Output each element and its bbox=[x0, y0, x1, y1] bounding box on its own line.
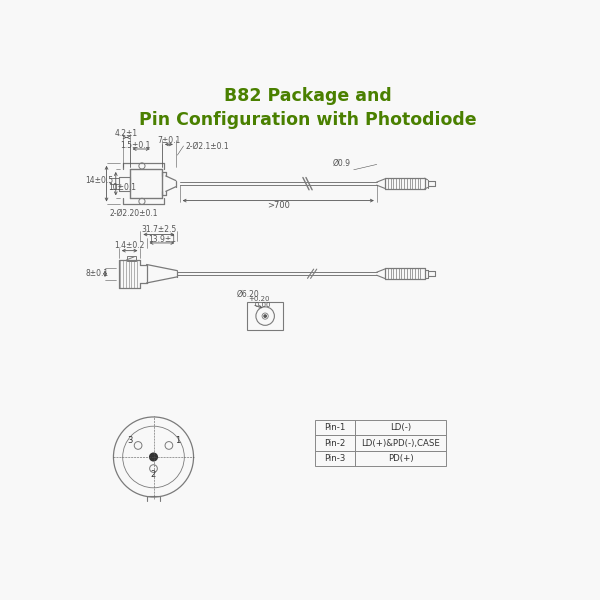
Text: LD(-): LD(-) bbox=[390, 423, 411, 432]
Bar bbox=[315, 420, 355, 436]
Text: PD(+): PD(+) bbox=[388, 454, 413, 463]
Text: B82 Package and
Pin Configuration with Photodiode: B82 Package and Pin Configuration with P… bbox=[139, 88, 476, 129]
Text: 2-Ø2.20±0.1: 2-Ø2.20±0.1 bbox=[109, 209, 158, 218]
Text: 2-Ø2.1±0.1: 2-Ø2.1±0.1 bbox=[185, 142, 229, 151]
Text: Ø0.9: Ø0.9 bbox=[333, 158, 351, 167]
Text: 1.4±0.2: 1.4±0.2 bbox=[115, 241, 145, 250]
Text: 10±0.1: 10±0.1 bbox=[108, 183, 136, 192]
Text: Ø6.20: Ø6.20 bbox=[236, 290, 259, 299]
Text: 31.7±2.5: 31.7±2.5 bbox=[141, 226, 176, 235]
Bar bbox=[315, 451, 355, 466]
Text: >700: >700 bbox=[267, 202, 290, 211]
Text: 1: 1 bbox=[175, 436, 180, 445]
Text: 1.5±0.1: 1.5±0.1 bbox=[120, 140, 150, 149]
Bar bbox=[127, 256, 136, 260]
Text: 0.00: 0.00 bbox=[248, 302, 271, 308]
Text: Pin-3: Pin-3 bbox=[325, 454, 346, 463]
Bar bbox=[355, 436, 446, 451]
Text: LD(+)&PD(-),CASE: LD(+)&PD(-),CASE bbox=[361, 439, 440, 448]
Circle shape bbox=[149, 453, 157, 461]
Text: Pin-1: Pin-1 bbox=[325, 423, 346, 432]
Bar bbox=[355, 420, 446, 436]
Text: 14±0.5: 14±0.5 bbox=[85, 176, 113, 185]
Bar bbox=[355, 451, 446, 466]
Circle shape bbox=[264, 315, 266, 317]
Text: 2: 2 bbox=[151, 470, 156, 479]
Bar bbox=[247, 302, 283, 330]
Text: 7±0.1: 7±0.1 bbox=[157, 136, 181, 145]
Text: 3: 3 bbox=[127, 436, 133, 445]
Bar bbox=[315, 436, 355, 451]
Text: 13.9±1: 13.9±1 bbox=[148, 235, 176, 244]
Text: +0.20: +0.20 bbox=[248, 296, 270, 302]
Text: 8±0.1: 8±0.1 bbox=[86, 269, 109, 278]
Text: Pin-2: Pin-2 bbox=[325, 439, 346, 448]
Text: 4.2±1: 4.2±1 bbox=[115, 129, 138, 138]
